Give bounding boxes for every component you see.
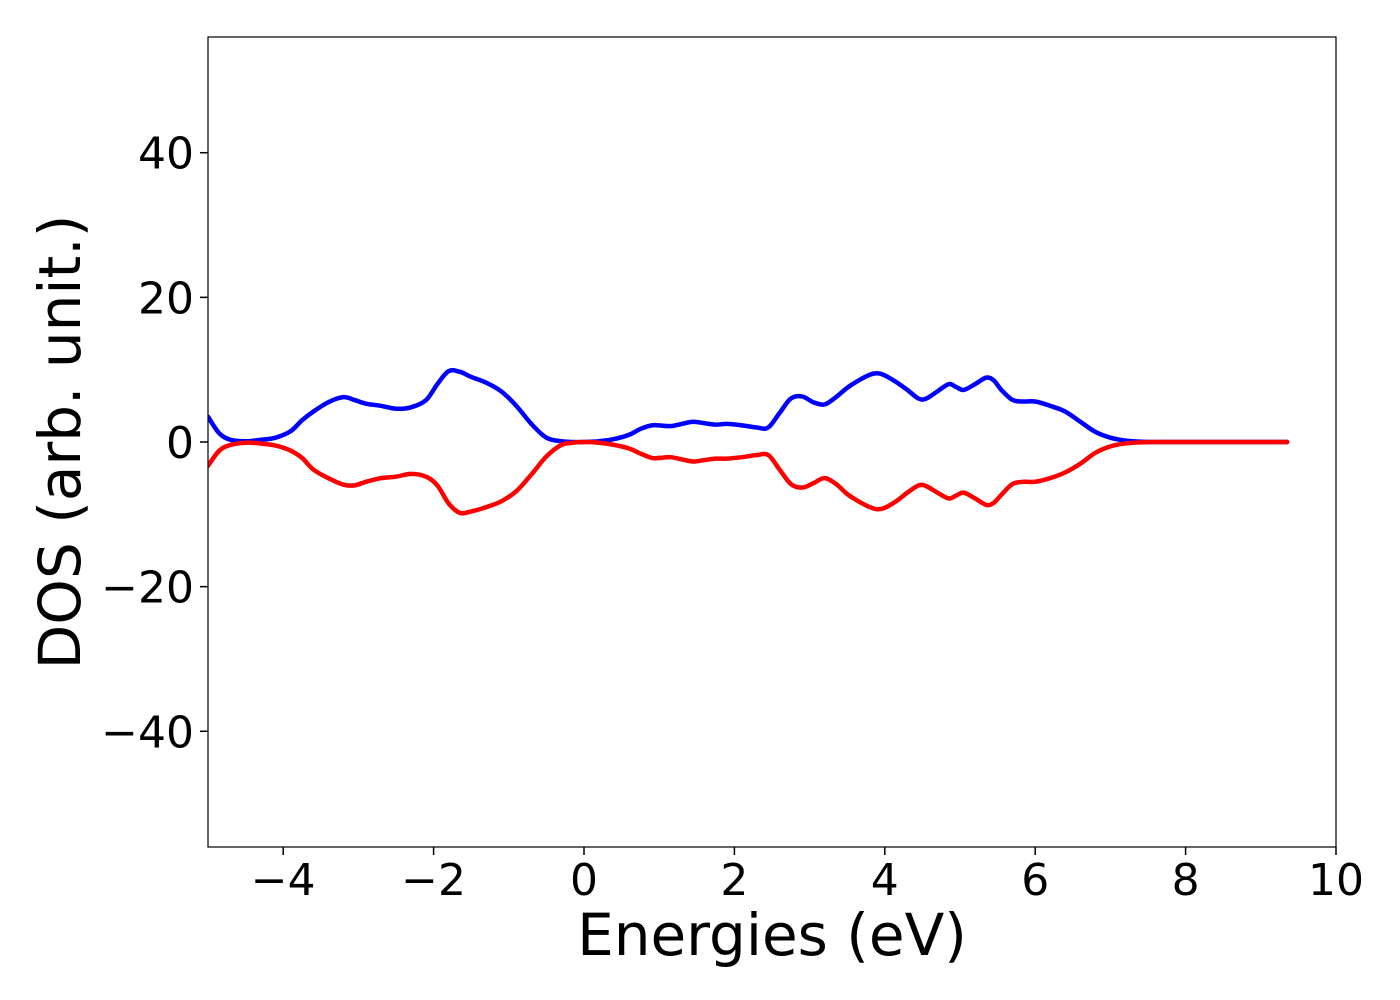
y-tick-label: −40 <box>101 707 194 758</box>
x-tick-label: 10 <box>1308 855 1364 906</box>
dos-series-2-line <box>208 439 1290 516</box>
y-tick-label: 40 <box>138 129 194 180</box>
series-layer <box>208 367 1290 516</box>
y-tick-label: 20 <box>138 273 194 324</box>
x-tick-label: 0 <box>570 855 598 906</box>
x-tick-label: −2 <box>401 855 466 906</box>
y-axis-label: DOS (arb. unit.) <box>26 215 94 670</box>
y-tick-label: 0 <box>166 418 194 469</box>
x-tick-label: 6 <box>1021 855 1049 906</box>
dos-series-1-line <box>208 367 1290 445</box>
x-tick-label: −4 <box>251 855 316 906</box>
x-tick-label: 8 <box>1172 855 1200 906</box>
x-axis-label: Energies (eV) <box>577 901 967 969</box>
x-tick-label: 4 <box>871 855 899 906</box>
x-tick-label: 2 <box>720 855 748 906</box>
y-tick-label: −20 <box>101 563 194 614</box>
